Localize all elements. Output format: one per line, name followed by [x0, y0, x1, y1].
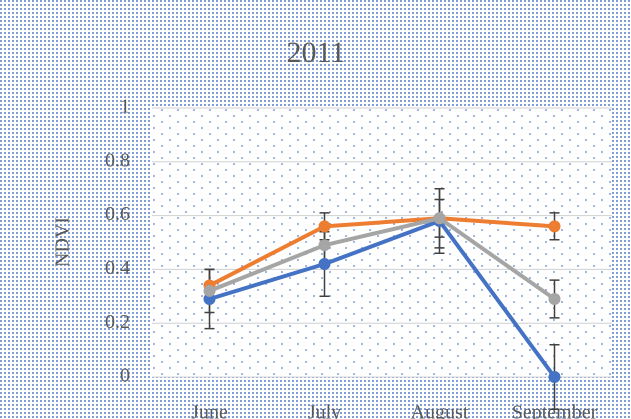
- series-line: [208, 218, 557, 379]
- series-line: [208, 216, 556, 301]
- x-tick-label: August: [411, 402, 469, 419]
- data-point: [203, 284, 216, 297]
- data-point: [318, 220, 331, 233]
- data-point: [548, 292, 561, 305]
- y-axis-label: NDVI: [52, 217, 74, 267]
- x-tick-label: July: [308, 402, 341, 419]
- data-point: [318, 239, 331, 252]
- y-tick-label: 0: [120, 365, 130, 387]
- y-tick-label: 0.8: [105, 149, 130, 171]
- x-tick-label: September: [512, 402, 598, 419]
- y-tick-label: 0.2: [105, 311, 130, 333]
- data-point: [318, 258, 331, 271]
- data-point: [433, 212, 446, 225]
- y-tick-label: 1: [120, 96, 130, 118]
- data-point: [548, 371, 561, 383]
- chart-title: 2011: [287, 36, 346, 69]
- data-point: [548, 220, 561, 233]
- y-tick-label: 0.4: [105, 257, 130, 279]
- x-tick-label: June: [191, 402, 228, 419]
- series-line: [208, 216, 555, 288]
- y-tick-label: 0.6: [105, 203, 130, 225]
